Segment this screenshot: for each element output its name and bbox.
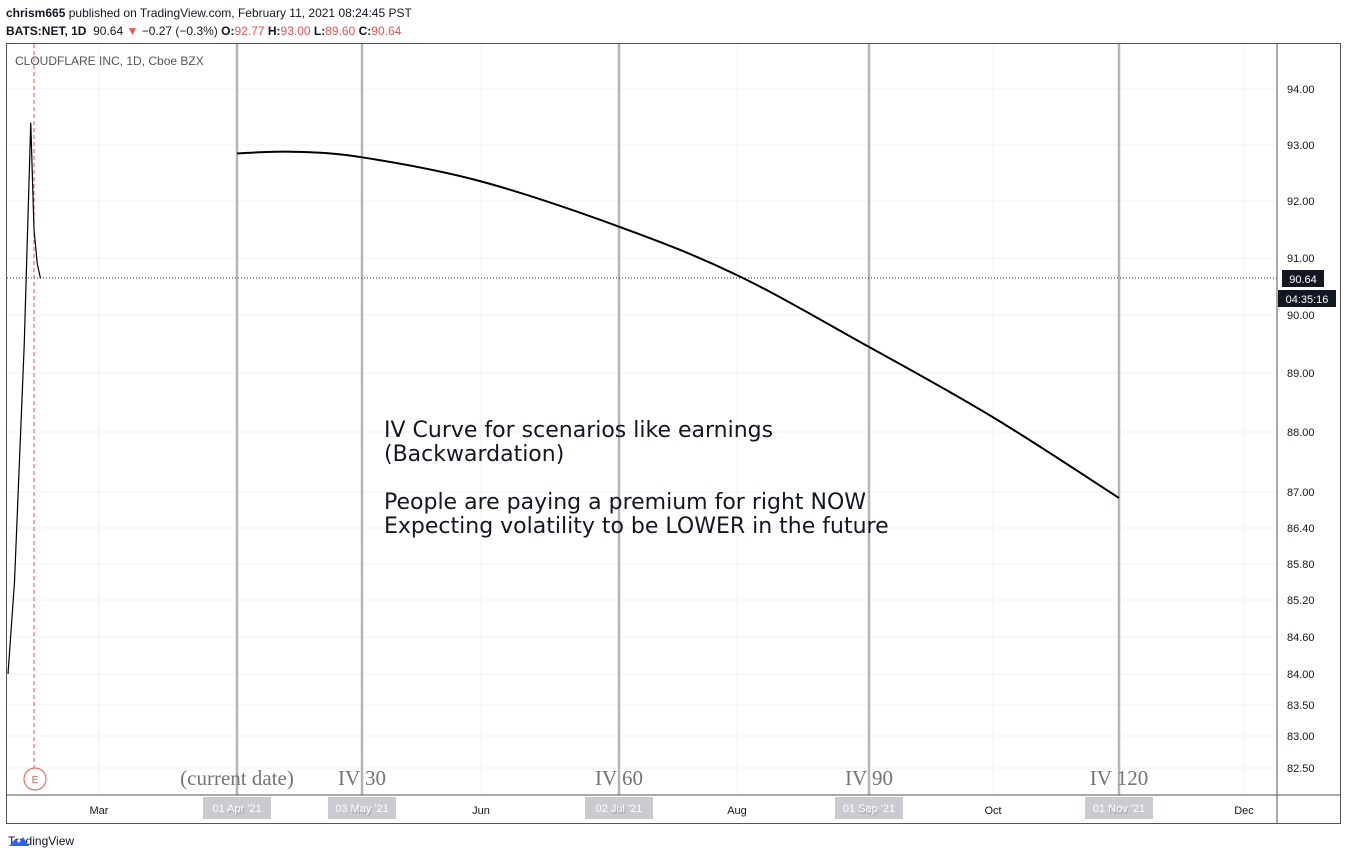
chart-header: chrism665 published on TradingView.com, … — [6, 4, 412, 40]
y-tick-label: 87.00 — [1287, 487, 1315, 499]
x-tick-label: Aug — [727, 805, 747, 817]
countdown-badge: 04:35:16 — [1278, 290, 1336, 307]
earnings-marker[interactable]: E — [23, 767, 47, 791]
annotation-line: IV Curve for scenarios like earnings — [384, 418, 773, 443]
published-text: published on TradingView.com, February 1… — [68, 6, 412, 20]
low-value: 89.60 — [325, 24, 356, 38]
open-value: 92.77 — [234, 24, 265, 38]
x-tick-label: Dec — [1234, 805, 1254, 817]
x-tick-label: Mar — [90, 805, 109, 817]
annotation-line: People are paying a premium for right NO… — [384, 490, 866, 515]
y-tick-label: 88.00 — [1287, 427, 1315, 439]
annotation-text[interactable]: IV Curve for scenarios like earnings(Bac… — [384, 418, 889, 539]
publish-line: chrism665 published on TradingView.com, … — [6, 4, 412, 22]
y-tick-label: 89.00 — [1287, 368, 1315, 380]
iv-label: IV 120 — [1090, 766, 1149, 790]
y-tick-label: 94.00 — [1287, 84, 1315, 96]
svg-text:01 Apr '21: 01 Apr '21 — [212, 803, 261, 815]
y-tick-label: 83.50 — [1287, 700, 1315, 712]
date-badge: 01 Sep '21 — [835, 797, 903, 819]
iv-label: (current date) — [180, 766, 294, 790]
iv-label: IV 30 — [338, 766, 386, 790]
price-change: −0.27 (−0.3%) — [141, 24, 218, 38]
high-value: 93.00 — [280, 24, 311, 38]
y-tick-label: 93.00 — [1287, 140, 1315, 152]
price-line[interactable] — [7, 122, 42, 675]
y-tick-label: 86.40 — [1287, 523, 1315, 535]
low-label: L: — [313, 24, 326, 38]
date-badges: 01 Apr '21 03 May '21 02 Jul '21 01 Sep '21… — [203, 797, 1153, 819]
current-price-badge: 90.64 — [1282, 270, 1324, 287]
price-label: 90.64 — [1289, 274, 1317, 286]
tradingview-logo-icon — [9, 837, 29, 846]
down-arrow-icon: ▼ — [126, 24, 139, 38]
iv-label: IV 90 — [845, 766, 893, 790]
symbol-label: BATS:NET, 1D — [6, 24, 87, 38]
y-tick-label: 91.00 — [1287, 253, 1315, 265]
y-tick-label: 84.00 — [1287, 669, 1315, 681]
earnings-marker-label: E — [32, 775, 39, 786]
date-badge: 01 Apr '21 — [203, 797, 271, 819]
y-tick-label: 85.80 — [1287, 559, 1315, 571]
y-tick-label: 83.00 — [1287, 731, 1315, 743]
y-tick-label: 92.00 — [1287, 196, 1315, 208]
y-tick-label: 85.20 — [1287, 595, 1315, 607]
chart-frame[interactable] — [6, 43, 1341, 824]
iv-curve-line[interactable] — [236, 150, 1120, 499]
svg-text:03 May '21: 03 May '21 — [335, 803, 388, 815]
username[interactable]: chrism665 — [6, 6, 66, 20]
high-label: H: — [267, 24, 281, 38]
iv-vertical-lines — [235, 44, 1121, 795]
countdown-label: 04:35:16 — [1286, 294, 1329, 306]
svg-text:01 Nov '21: 01 Nov '21 — [1093, 803, 1145, 815]
y-tick-label: 82.50 — [1287, 763, 1315, 775]
iv-labels: (current date) IV 30 IV 60 IV 90 IV 120 — [180, 766, 1148, 790]
footer: TradingView — [8, 834, 74, 848]
close-value: 90.64 — [371, 24, 402, 38]
last-price: 90.64 — [93, 24, 124, 38]
x-tick-label: Jun — [472, 805, 490, 817]
open-label: O: — [221, 24, 235, 38]
date-badge: 03 May '21 — [328, 797, 396, 819]
date-badge: 01 Nov '21 — [1085, 797, 1153, 819]
ohlc-line: BATS:NET, 1D 90.64 ▼ −0.27 (−0.3%) O:92.… — [6, 22, 412, 40]
svg-text:01 Sep '21: 01 Sep '21 — [843, 803, 895, 815]
iv-label: IV 60 — [595, 766, 643, 790]
chart-title: CLOUDFLARE INC, 1D, Cboe BZX — [15, 54, 204, 68]
x-tick-label: Oct — [984, 805, 1001, 817]
price-axis[interactable]: 94.00 93.00 92.00 91.00 90.00 89.00 88.00 87.00… — [1287, 84, 1315, 775]
date-badge: 02 Jul '21 — [585, 797, 653, 819]
close-label: C: — [358, 24, 372, 38]
price-series — [7, 122, 1120, 675]
svg-text:02 Jul '21: 02 Jul '21 — [596, 803, 643, 815]
y-tick-label: 84.60 — [1287, 632, 1315, 644]
annotation-line: (Backwardation) — [384, 442, 564, 467]
y-tick-label: 90.00 — [1287, 310, 1315, 322]
annotation-line: Expecting volatility to be LOWER in the … — [384, 514, 889, 539]
